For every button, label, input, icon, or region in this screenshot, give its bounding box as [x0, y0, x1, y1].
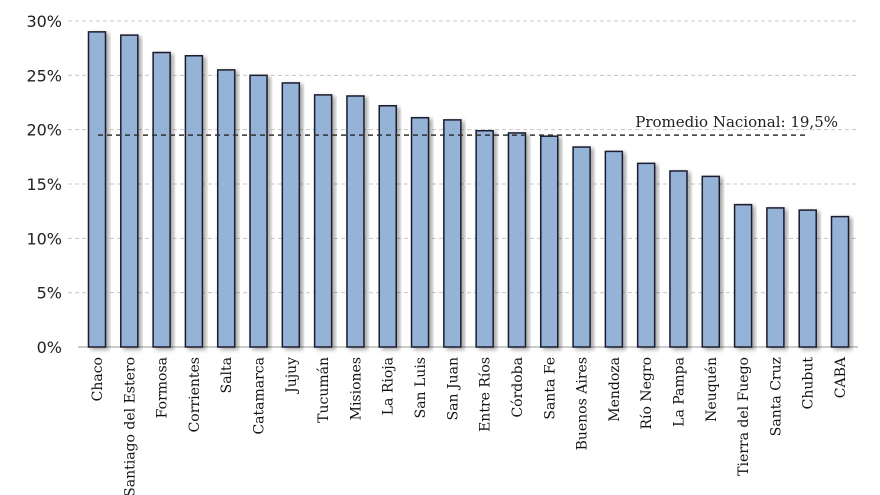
x-tick-label: Formosa [155, 357, 171, 418]
x-tick-label: Corrientes [187, 357, 203, 432]
bar [604, 150, 624, 348]
bar [669, 170, 688, 348]
bar [216, 69, 236, 348]
x-tick-label: Santa Fe [542, 357, 558, 420]
x-tick-label: Catamarca [252, 357, 268, 435]
bar [798, 209, 817, 348]
bar [540, 135, 559, 348]
bar [701, 175, 721, 348]
bar [830, 215, 850, 348]
x-tick-label: Misiones [348, 357, 364, 420]
gridlines [68, 20, 858, 348]
bar [152, 51, 171, 348]
x-tick-label: Jujuy [284, 357, 300, 395]
bar [636, 162, 656, 348]
y-tick-label: 20% [26, 121, 62, 140]
x-tick-label: San Luis [413, 357, 429, 418]
x-tick-label: San Juan [445, 357, 461, 420]
x-tick-label: Neuquén [704, 357, 720, 422]
bar [281, 82, 301, 348]
y-tick-label: 5% [37, 284, 62, 303]
bar [475, 130, 494, 348]
x-tick-label: La Pampa [671, 357, 687, 427]
x-tick-label: Santiago del Estero [122, 357, 138, 495]
bar [507, 132, 527, 348]
x-tick-label: Entre Ríos [478, 357, 494, 432]
x-tick-label: Río Negro [639, 357, 655, 430]
y-tick-label: 30% [26, 12, 62, 31]
x-tick-label: Córdoba [510, 357, 526, 418]
average-reference-label: Promedio Nacional: 19,5% [635, 113, 838, 131]
y-tick-label: 25% [26, 66, 62, 85]
bar [184, 55, 204, 348]
x-tick-label: CABA [833, 356, 849, 398]
bars [87, 31, 850, 348]
bar [766, 207, 785, 348]
bar [249, 74, 268, 348]
y-tick-label: 10% [26, 229, 62, 248]
x-tick-label: Tucumán [316, 357, 332, 423]
bar [313, 94, 333, 348]
bar [378, 105, 397, 348]
x-tick-label: Mendoza [607, 357, 623, 422]
bar [87, 31, 107, 348]
x-axis: Chaco Santiago del Estero Formosa Corriente… [90, 356, 849, 495]
x-tick-label: Chubut [801, 357, 817, 410]
x-tick-label: La Rioja [381, 357, 397, 415]
x-tick-label: Tierra del Fuego [736, 357, 752, 476]
x-tick-label: Salta [219, 357, 235, 393]
x-tick-label: Chaco [90, 357, 106, 401]
bar [346, 95, 365, 348]
bar [410, 116, 430, 348]
x-tick-label: Santa Cruz [768, 357, 784, 436]
y-tick-label: 15% [26, 175, 62, 194]
x-tick-label: Buenos Aires [575, 357, 591, 450]
bar [120, 34, 139, 348]
bar [572, 146, 591, 348]
y-axis: 0% 5% 10% 15% 20% 25% 30% [26, 12, 62, 357]
bar [733, 203, 753, 348]
y-tick-label: 0% [37, 338, 62, 357]
bar [443, 119, 462, 348]
